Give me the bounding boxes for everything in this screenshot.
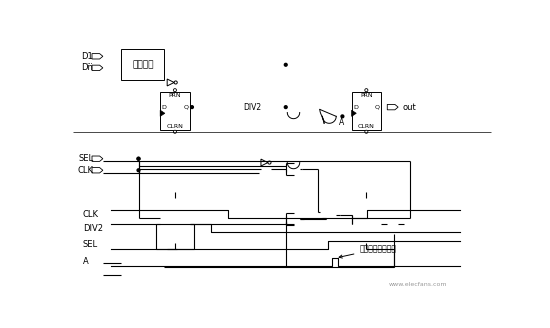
- Bar: [122, 50, 164, 80]
- Text: DIV2: DIV2: [243, 103, 261, 112]
- Text: www.elecfans.com: www.elecfans.com: [388, 282, 447, 287]
- Text: A: A: [82, 257, 89, 266]
- Circle shape: [284, 106, 287, 109]
- Text: Q: Q: [183, 105, 188, 110]
- Text: Q: Q: [375, 105, 379, 110]
- Circle shape: [173, 89, 177, 92]
- Circle shape: [341, 115, 344, 118]
- Polygon shape: [160, 110, 165, 116]
- Circle shape: [284, 63, 287, 66]
- Polygon shape: [261, 159, 268, 166]
- Text: D1: D1: [81, 52, 92, 61]
- Text: PRN: PRN: [169, 93, 182, 98]
- Text: Dn: Dn: [81, 63, 92, 72]
- Text: PRN: PRN: [360, 93, 373, 98]
- Polygon shape: [351, 110, 356, 116]
- Text: D: D: [353, 105, 358, 110]
- Text: CLK: CLK: [82, 210, 98, 219]
- Text: 组合逻辑: 组合逻辑: [132, 60, 153, 69]
- Polygon shape: [387, 104, 398, 110]
- Text: CLRN: CLRN: [358, 124, 375, 129]
- Circle shape: [137, 157, 140, 160]
- Circle shape: [137, 169, 140, 172]
- Polygon shape: [92, 53, 103, 59]
- Text: A: A: [339, 118, 344, 127]
- Text: CLRN: CLRN: [167, 124, 183, 129]
- Circle shape: [268, 161, 271, 164]
- Circle shape: [365, 130, 368, 133]
- Text: DIV2: DIV2: [82, 223, 103, 233]
- Polygon shape: [167, 79, 174, 86]
- Circle shape: [173, 130, 177, 133]
- Circle shape: [365, 89, 368, 92]
- Text: D: D: [162, 105, 167, 110]
- Circle shape: [137, 157, 140, 160]
- Polygon shape: [92, 168, 103, 173]
- Polygon shape: [92, 65, 103, 71]
- Bar: [160, 92, 190, 130]
- Text: 不允许的时钟毛刺: 不允许的时钟毛刺: [339, 244, 397, 258]
- Polygon shape: [92, 156, 103, 161]
- Circle shape: [191, 106, 194, 109]
- Text: CLK: CLK: [78, 166, 94, 175]
- Text: ...: ...: [86, 59, 93, 65]
- Text: SEL: SEL: [82, 240, 98, 250]
- Bar: [351, 92, 381, 130]
- Circle shape: [174, 81, 177, 84]
- Text: SEL: SEL: [78, 154, 94, 163]
- Text: out: out: [402, 103, 416, 112]
